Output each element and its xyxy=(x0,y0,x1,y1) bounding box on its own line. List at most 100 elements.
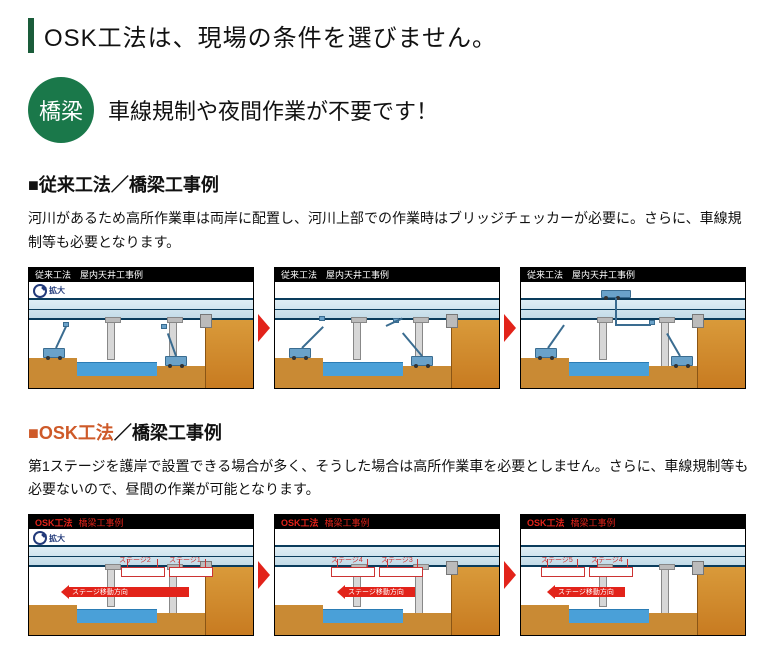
diagram-panel: OSK工法 橋梁工事例 拡大 ステージ2 ステージ1 ステージ移動方向 xyxy=(28,514,254,636)
stage-platform xyxy=(541,567,585,577)
arrow-right-icon xyxy=(258,561,270,589)
boom-arm xyxy=(547,324,565,348)
osk-header-sub: 橋梁工事例 xyxy=(79,516,124,529)
section-desc-osk: 第1ステージを護岸で設置できる場合が多く、そうした場合は高所作業車を必要としませ… xyxy=(28,455,752,503)
bucket-icon xyxy=(161,324,167,329)
diagram-panel: OSK工法 橋梁工事例 ステージ5 ステージ4 ステージ移動方向 xyxy=(520,514,746,636)
ground xyxy=(569,623,649,635)
hanger xyxy=(205,559,206,567)
pier xyxy=(661,320,669,370)
boom-arm xyxy=(615,324,651,326)
boom-arm xyxy=(615,298,617,326)
bridge-badge: 橋梁 xyxy=(28,77,94,143)
river xyxy=(323,362,403,376)
boom-truck-icon xyxy=(671,356,693,366)
osk-header-sub: 橋梁工事例 xyxy=(571,516,616,529)
heading-sub: 橋梁工事例 xyxy=(132,423,222,443)
abutment xyxy=(205,567,253,636)
arrow-right-icon xyxy=(504,314,516,342)
stage-platform xyxy=(169,567,213,577)
section-heading-conventional: ■従来工法／橋梁工事例 xyxy=(28,171,752,197)
stage-platform xyxy=(589,567,633,577)
abutment xyxy=(697,567,745,636)
ground xyxy=(521,605,569,635)
hanger xyxy=(577,559,578,567)
diagram-panel: OSK工法 橋梁工事例 ステージ4 ステージ3 ステージ移動方向 xyxy=(274,514,500,636)
page-title: OSK工法は、現場の条件を選びません。 xyxy=(28,18,752,53)
heading-sep: ／ xyxy=(111,175,129,195)
direction-arrow: ステージ移動方向 xyxy=(555,587,625,597)
osk-header-main: OSK工法 xyxy=(281,516,319,529)
abutment xyxy=(205,320,253,389)
hanger xyxy=(337,559,338,567)
direction-arrow: ステージ移動方向 xyxy=(69,587,189,597)
hanger xyxy=(179,559,180,567)
road-deck xyxy=(29,298,253,320)
stage-platform xyxy=(331,567,375,577)
ground xyxy=(569,376,649,388)
magnify-icon: 拡大 xyxy=(33,531,65,545)
ground xyxy=(77,376,157,388)
stage-platform xyxy=(379,567,423,577)
diagram-header: OSK工法 橋梁工事例 xyxy=(275,515,499,529)
heading-square-icon: ■ xyxy=(28,175,39,195)
ground xyxy=(403,613,451,635)
ground xyxy=(77,623,157,635)
hanger xyxy=(367,559,368,567)
stage-label: ステージ2 xyxy=(119,555,151,565)
hanger xyxy=(547,559,548,567)
hanger xyxy=(597,559,598,567)
section-desc-conventional: 河川があるため高所作業車は両岸に配置し、河川上部での作業時はブリッジチェッカーが… xyxy=(28,207,752,255)
diagram-header: 従来工法 屋内天井工事例 xyxy=(29,268,253,282)
abutment xyxy=(451,320,499,389)
arrow-right-icon xyxy=(258,314,270,342)
river xyxy=(323,609,403,623)
ground xyxy=(29,358,77,388)
heading-square-icon: ■ xyxy=(28,423,39,443)
stage-label: ステージ4 xyxy=(331,555,363,565)
pier xyxy=(107,320,115,360)
abutment xyxy=(451,567,499,636)
road-deck xyxy=(275,298,499,320)
bridge-checker-icon xyxy=(601,290,631,298)
bucket-icon xyxy=(649,320,655,325)
ground xyxy=(521,358,569,388)
boom-truck-icon xyxy=(411,356,433,366)
boom-truck-icon xyxy=(43,348,65,358)
river xyxy=(569,609,649,623)
boom-truck-icon xyxy=(165,356,187,366)
diagram-header: OSK工法 橋梁工事例 xyxy=(29,515,253,529)
hanger xyxy=(627,559,628,567)
arrow-right-icon xyxy=(504,561,516,589)
heading-main: OSK工法 xyxy=(39,423,114,443)
diagram-header: OSK工法 橋梁工事例 xyxy=(521,515,745,529)
osk-header-main: OSK工法 xyxy=(35,516,73,529)
ground xyxy=(29,605,77,635)
ground xyxy=(275,358,323,388)
ground xyxy=(157,613,205,635)
diagram-header: 従来工法 屋内天井工事例 xyxy=(275,268,499,282)
boom-arm xyxy=(55,324,68,348)
osk-header-sub: 橋梁工事例 xyxy=(325,516,370,529)
river xyxy=(77,362,157,376)
boom-truck-icon xyxy=(535,348,557,358)
badge-text: 車線規制や夜間作業が不要です！ xyxy=(108,94,438,126)
diagram-panel: 従来工法 屋内天井工事例 拡大 xyxy=(28,267,254,389)
stage-label: ステージ5 xyxy=(541,555,573,565)
ground xyxy=(157,366,205,388)
ground xyxy=(403,366,451,388)
river xyxy=(569,362,649,376)
section-heading-osk: ■OSK工法／橋梁工事例 xyxy=(28,419,752,445)
ground xyxy=(275,605,323,635)
diagram-panel: 従来工法 屋内天井工事例 xyxy=(520,267,746,389)
bucket-icon xyxy=(319,316,325,321)
osk-header-main: OSK工法 xyxy=(527,516,565,529)
stage-platform xyxy=(121,567,165,577)
abutment xyxy=(697,320,745,389)
heading-sub: 橋梁工事例 xyxy=(129,175,219,195)
diagram-header: 従来工法 屋内天井工事例 xyxy=(521,268,745,282)
ground xyxy=(323,376,403,388)
ground xyxy=(649,613,697,635)
badge-row: 橋梁 車線規制や夜間作業が不要です！ xyxy=(28,77,752,143)
diagram-row-osk: OSK工法 橋梁工事例 拡大 ステージ2 ステージ1 ステージ移動方向 OSK工… xyxy=(28,514,752,636)
